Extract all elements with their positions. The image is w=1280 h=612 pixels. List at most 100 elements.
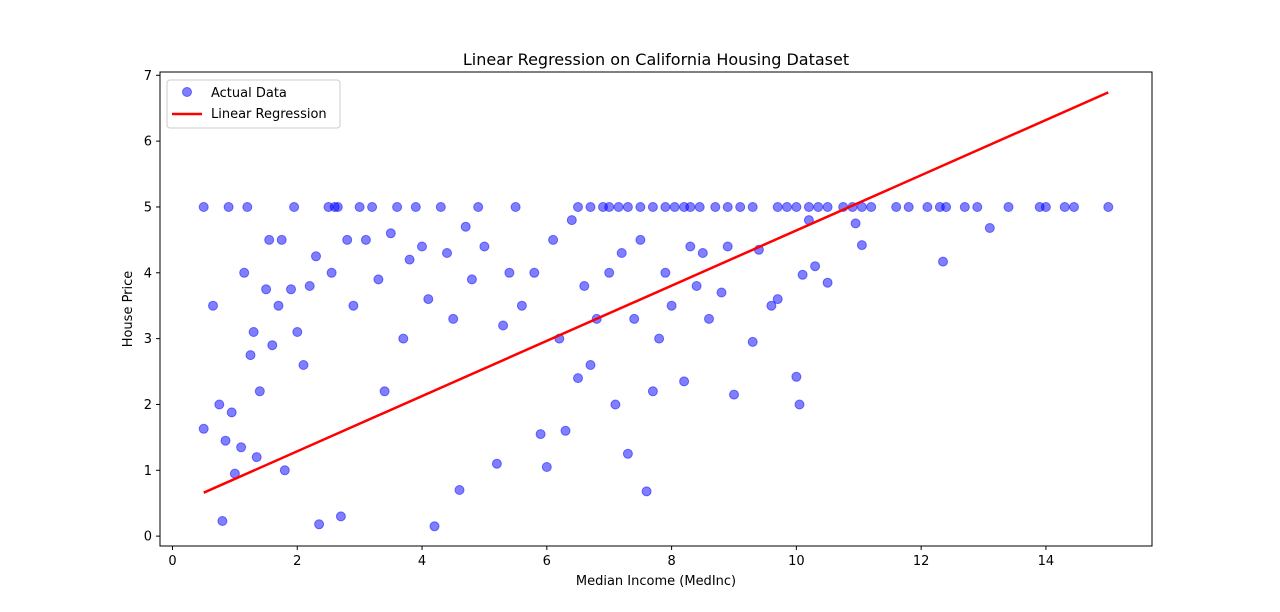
- scatter-point-145: [1103, 202, 1114, 212]
- scatter-point-79: [641, 486, 652, 497]
- scatter-point-86: [691, 281, 702, 291]
- scatter-point-78: [635, 234, 646, 245]
- scatter-point-57: [491, 458, 502, 469]
- chart-title: Linear Regression on California Housing …: [463, 50, 849, 69]
- scatter-point-128: [822, 202, 833, 212]
- scatter-point-74: [610, 399, 621, 410]
- scatter-point-120: [722, 202, 733, 212]
- scatter-point-132: [866, 202, 877, 212]
- scatter-point-126: [803, 202, 814, 212]
- scatter-point-27: [311, 251, 321, 262]
- scatter-point-95: [772, 294, 783, 305]
- scatter-point-127: [813, 202, 824, 212]
- scatter-point-5: [220, 435, 231, 446]
- scatter-point-125: [791, 202, 802, 212]
- scatter-point-36: [354, 202, 365, 212]
- y-tick-label-2: 2: [144, 398, 152, 413]
- scatter-point-44: [404, 254, 415, 265]
- scatter-point-103: [856, 240, 867, 251]
- scatter-point-37: [360, 234, 371, 245]
- scatter-point-137: [941, 202, 952, 212]
- scatter-point-17: [264, 234, 275, 245]
- scatter-point-39: [373, 274, 384, 285]
- scatter-point-18: [267, 340, 278, 351]
- scatter-point-76: [622, 448, 633, 459]
- scatter-point-91: [729, 389, 739, 400]
- scatter-point-75: [616, 248, 627, 258]
- scatter-point-20: [276, 234, 287, 245]
- scatter-point-51: [448, 313, 459, 324]
- scatter-point-35: [348, 300, 359, 311]
- scatter-point-0: [198, 423, 209, 434]
- scatter-point-6: [223, 202, 234, 212]
- scatter-point-15: [254, 386, 265, 397]
- scatter-point-55: [473, 202, 484, 212]
- scatter-point-14: [251, 452, 262, 463]
- scatter-point-111: [622, 202, 633, 212]
- scatter-point-104: [938, 256, 948, 267]
- scatter-point-60: [510, 202, 521, 212]
- scatter-point-98: [797, 269, 808, 280]
- scatter-point-105: [984, 223, 995, 233]
- scatter-point-100: [810, 261, 821, 272]
- scatter-point-89: [716, 287, 727, 298]
- scatter-point-47: [423, 294, 434, 305]
- scatter-point-9: [236, 442, 247, 453]
- plot-area: [198, 91, 1114, 532]
- scatter-point-102: [850, 218, 861, 229]
- scatter-point-134: [903, 202, 914, 212]
- scatter-point-7: [226, 407, 237, 418]
- scatter-point-49: [435, 202, 446, 212]
- scatter-point-54: [466, 274, 477, 285]
- y-tick-label-7: 7: [144, 69, 152, 84]
- x-axis-label: Median Income (MedInc): [576, 574, 736, 589]
- scatter-point-117: [685, 202, 696, 212]
- scatter-point-106: [573, 202, 583, 212]
- scatter-point-38: [367, 202, 378, 212]
- scatter-point-63: [535, 429, 546, 440]
- scatter-point-1: [198, 202, 209, 212]
- scatter-point-121: [735, 202, 746, 212]
- scatter-point-19: [273, 300, 284, 311]
- scatter-point-64: [541, 462, 552, 472]
- scatter-point-50: [442, 248, 452, 258]
- scatter-point-41: [385, 228, 396, 239]
- y-axis-label: House Price: [121, 271, 136, 348]
- scatter-point-46: [417, 241, 427, 252]
- scatter-point-110: [613, 202, 624, 212]
- scatter-point-62: [529, 267, 540, 278]
- scatter-point-40: [379, 386, 390, 397]
- x-tick-label-12: 12: [913, 554, 930, 569]
- scatter-point-80: [647, 386, 658, 397]
- scatter-point-52: [454, 485, 465, 495]
- legend-box: [166, 79, 341, 129]
- x-tick-label-6: 6: [543, 554, 551, 569]
- x-tick-label-0: 0: [168, 554, 176, 569]
- scatter-point-83: [666, 300, 677, 311]
- scatter-point-42: [392, 202, 403, 212]
- y-axis: 0 1 2 3 4 5 6 7: [144, 69, 160, 545]
- scatter-point-135: [922, 202, 933, 212]
- scatter-point-53: [460, 221, 471, 232]
- scatter-point-73: [604, 267, 615, 278]
- scatter-point-24: [292, 327, 303, 337]
- x-tick-label-2: 2: [293, 554, 301, 569]
- scatter-point-122: [747, 202, 758, 212]
- legend-label-actual-data: Actual Data: [211, 86, 287, 101]
- y-tick-label-4: 4: [144, 266, 152, 281]
- scatter-point-68: [566, 215, 577, 226]
- scatter-point-123: [772, 202, 783, 212]
- scatter-point-23: [289, 202, 300, 212]
- scatter-point-113: [647, 202, 658, 212]
- scatter-point-142: [1040, 202, 1051, 212]
- scatter-point-143: [1059, 202, 1070, 212]
- y-tick-label-6: 6: [144, 135, 152, 150]
- scatter-point-71: [585, 360, 596, 370]
- scatter-point-10: [239, 267, 250, 278]
- scatter-point-138: [959, 202, 970, 212]
- scatter-point-56: [479, 241, 490, 252]
- x-axis: 0 2 4 6 8 10 12 14: [168, 546, 1054, 569]
- scatter-point-34: [342, 234, 353, 245]
- scatter-point-140: [1003, 202, 1014, 212]
